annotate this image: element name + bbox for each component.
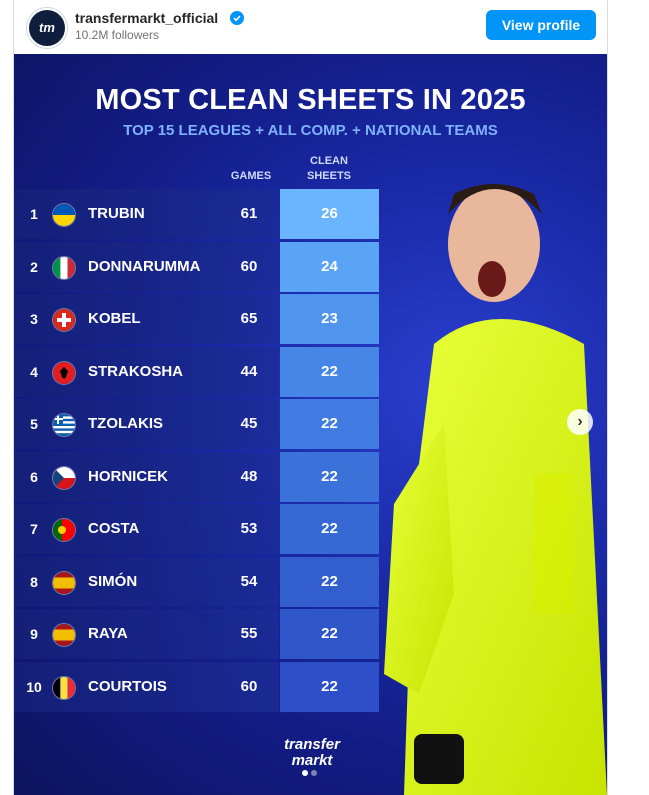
- games-count: 60: [240, 677, 258, 695]
- games-count: 53: [240, 520, 258, 537]
- player-name: TRUBIN: [88, 205, 145, 222]
- column-header-sheets: SHEETS: [306, 170, 351, 182]
- games-count: 61: [240, 205, 258, 222]
- flag-greece-icon: [52, 413, 76, 437]
- clean-sheets-count: 22: [280, 556, 379, 607]
- clean-sheets-count: 24: [280, 241, 379, 292]
- player-name: COURTOIS: [88, 677, 167, 695]
- clean-sheets-count: 26: [280, 189, 379, 239]
- player-name: KOBEL: [88, 310, 141, 327]
- view-profile-button[interactable]: View profile: [486, 10, 596, 40]
- player-name: SIMÓN: [88, 572, 138, 590]
- flag-ukraine-icon: [52, 203, 76, 227]
- clean-sheets-count: 22: [280, 346, 379, 397]
- table-row: 5 TZOLAKIS 45 22: [14, 399, 379, 449]
- logo-line-1: transfer: [284, 736, 340, 753]
- table-row: 2 DONNARUMMA 60 24: [14, 241, 379, 292]
- carousel-dot[interactable]: [311, 770, 317, 776]
- logo-line-2: markt: [291, 752, 333, 769]
- games-count: 44: [240, 362, 258, 380]
- carousel-dots: [302, 770, 322, 778]
- table-row: 9 RAYA 55 22: [14, 609, 379, 659]
- flag-czechia-icon: [52, 465, 76, 490]
- table-row: 7 COSTA 53 22: [14, 504, 379, 554]
- post-image: MOST CLEAN SHEETS IN 2025 TOP 15 LEAGUES…: [14, 54, 607, 795]
- rank: 2: [30, 258, 38, 275]
- flag-portugal-icon: [52, 518, 76, 542]
- avatar[interactable]: tm: [27, 8, 67, 48]
- column-header-clean: CLEAN: [310, 155, 348, 167]
- flag-switzerland-icon: [52, 308, 76, 332]
- player-name: RAYA: [88, 625, 128, 642]
- games-count: 54: [240, 572, 258, 590]
- games-count: 60: [240, 257, 258, 275]
- graphic-subtitle: TOP 15 LEAGUES + ALL COMP. + NATIONAL TE…: [123, 122, 498, 139]
- table-row: 10 COURTOIS 60 22: [14, 661, 379, 712]
- rank: 7: [30, 521, 38, 537]
- rank: 6: [30, 468, 38, 485]
- rank: 1: [30, 206, 38, 222]
- table-row: 3 KOBEL 65 23: [14, 294, 379, 344]
- table-row: 6 HORNICEK 48 22: [14, 451, 379, 502]
- games-count: 48: [240, 467, 258, 485]
- post-header: tm transfermarkt_official 10.2M follower…: [14, 0, 607, 54]
- clean-sheets-count: 22: [280, 451, 379, 502]
- flag-spain-icon: [52, 623, 76, 647]
- graphic-title: MOST CLEAN SHEETS IN 2025: [95, 84, 526, 116]
- player-name: COSTA: [88, 520, 140, 537]
- clean-sheets-count: 22: [280, 504, 379, 554]
- instagram-post: tm transfermarkt_official 10.2M follower…: [13, 0, 608, 795]
- table-row: 8 SIMÓN 54 22: [14, 556, 379, 607]
- games-count: 45: [240, 415, 258, 432]
- flag-belgium-icon: [52, 675, 76, 700]
- username-link[interactable]: transfermarkt_official: [75, 10, 219, 26]
- column-header-games: GAMES: [230, 170, 272, 182]
- avatar-text: tm: [39, 20, 55, 35]
- rank: 10: [26, 678, 42, 695]
- table-row: 1 TRUBIN 61 26: [14, 189, 379, 239]
- verified-badge-icon: [230, 11, 244, 25]
- games-count: 65: [240, 310, 258, 327]
- transfermarkt-logo: transfer markt: [271, 737, 353, 771]
- clean-sheets-count: 22: [280, 399, 379, 449]
- follower-count: 10.2M followers: [75, 28, 160, 42]
- flag-italy-icon: [52, 255, 76, 280]
- clean-sheets-count: 22: [280, 661, 379, 712]
- rank: 4: [30, 363, 38, 380]
- games-count: 55: [240, 625, 258, 642]
- flag-albania-icon: [52, 360, 76, 385]
- rank: 3: [30, 311, 38, 327]
- flag-spain-icon: [52, 570, 76, 595]
- player-name: DONNARUMMA: [88, 257, 201, 275]
- rank: 8: [30, 573, 38, 590]
- player-name: TZOLAKIS: [88, 415, 163, 432]
- clean-sheets-count: 22: [280, 609, 379, 659]
- player-name: HORNICEK: [88, 467, 169, 485]
- carousel-dot-active[interactable]: [302, 770, 308, 776]
- next-slide-chevron-right-icon[interactable]: ›: [567, 409, 593, 435]
- rank: 5: [30, 416, 38, 432]
- player-name: STRAKOSHA: [88, 362, 184, 380]
- clean-sheets-count: 23: [280, 294, 379, 344]
- goalkeeper-photo: [384, 184, 607, 795]
- rank: 9: [30, 626, 38, 642]
- table-row: 4 STRAKOSHA 44 22: [14, 346, 379, 397]
